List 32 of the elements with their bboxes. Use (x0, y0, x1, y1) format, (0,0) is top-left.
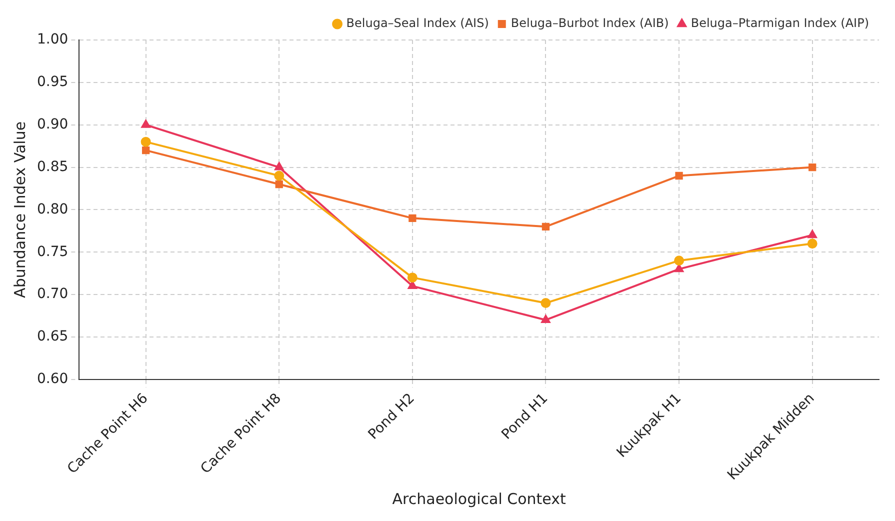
point (142, 146, 150, 154)
y-axis-title: Abundance Index Value (10, 121, 29, 298)
point (141, 120, 150, 128)
point (542, 222, 550, 230)
point (808, 163, 816, 172)
point (275, 180, 283, 188)
point (674, 256, 684, 266)
y-tick-label: 0.80 (37, 201, 68, 218)
point (808, 230, 817, 238)
point (674, 264, 684, 272)
y-tick-label: 0.60 (37, 371, 68, 388)
point (408, 214, 416, 222)
point (274, 170, 284, 181)
point (541, 314, 550, 323)
point (274, 162, 284, 170)
y-tick-label: 0.90 (37, 116, 68, 132)
point (675, 172, 683, 180)
y-tick-label: 0.95 (37, 74, 68, 90)
legend-label: Beluga–Burbot Index (AIB) (510, 16, 669, 30)
point (540, 298, 551, 308)
point (807, 238, 818, 249)
y-tick-label: 0.85 (37, 158, 68, 175)
legend-label: Beluga–Seal Index (AIS) (346, 16, 489, 30)
legend-label: Beluga–Ptarmigan Index (AIP) (690, 16, 869, 30)
y-tick-label: 0.75 (37, 244, 68, 260)
point (407, 272, 418, 283)
y-tick-label: 0.70 (37, 286, 68, 302)
point (140, 136, 151, 147)
x-axis-title: Archaeological Context (392, 490, 566, 508)
y-tick-label: 0.65 (37, 328, 68, 345)
point (408, 281, 417, 290)
y-tick-label: 1.00 (37, 32, 68, 48)
